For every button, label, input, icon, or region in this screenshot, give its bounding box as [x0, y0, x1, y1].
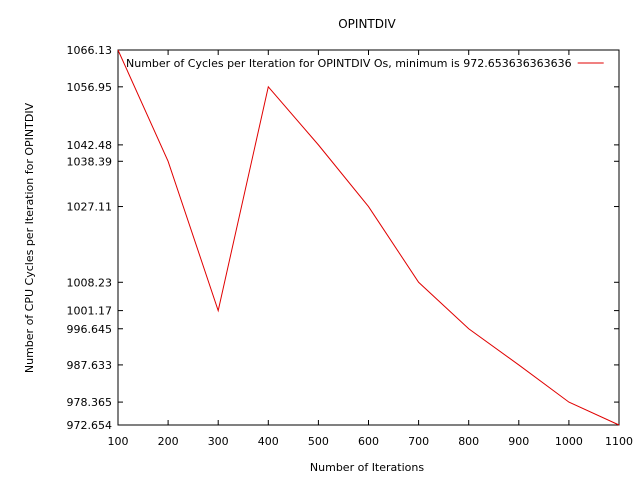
- y-tick-label: 1042.48: [67, 139, 113, 152]
- y-tick-label: 972.654: [67, 419, 113, 432]
- x-tick-label: 200: [158, 435, 179, 448]
- x-tick-label: 900: [508, 435, 529, 448]
- y-tick-label: 978.365: [67, 396, 113, 409]
- series-group: [117, 49, 620, 426]
- y-tick-label: 987.633: [67, 359, 113, 372]
- y-tick-label: 1001.17: [67, 305, 113, 318]
- legend: Number of Cycles per Iteration for OPINT…: [126, 57, 604, 70]
- x-tick-label: 400: [258, 435, 279, 448]
- legend-label: Number of Cycles per Iteration for OPINT…: [126, 57, 572, 70]
- x-axis: 100 200 300 400 500 600 700 800 900 1000 1100: [108, 50, 633, 448]
- y-tick-label: 1056.95: [67, 81, 113, 94]
- y-tick-label: 1027.11: [67, 201, 113, 214]
- x-tick-label: 1100: [605, 435, 633, 448]
- y-tick-label: 1008.23: [67, 276, 113, 289]
- series-line: [117, 49, 620, 426]
- x-tick-label: 700: [408, 435, 429, 448]
- x-tick-label: 800: [458, 435, 479, 448]
- chart-title: OPINTDIV: [338, 17, 396, 31]
- x-tick-label: 100: [108, 435, 129, 448]
- x-tick-label: 500: [308, 435, 329, 448]
- y-axis-label: Number of CPU Cycles per Iteration for O…: [23, 102, 36, 373]
- x-tick-label: 300: [208, 435, 229, 448]
- y-tick-label: 1038.39: [67, 155, 113, 168]
- x-axis-label: Number of Iterations: [310, 461, 424, 474]
- y-tick-label: 1066.13: [67, 44, 113, 57]
- y-tick-label: 996.645: [67, 323, 113, 336]
- x-tick-label: 1000: [555, 435, 583, 448]
- x-tick-label: 600: [358, 435, 379, 448]
- y-axis: 972.654 978.365 987.633 996.645 1001.17 1008.…: [67, 44, 619, 432]
